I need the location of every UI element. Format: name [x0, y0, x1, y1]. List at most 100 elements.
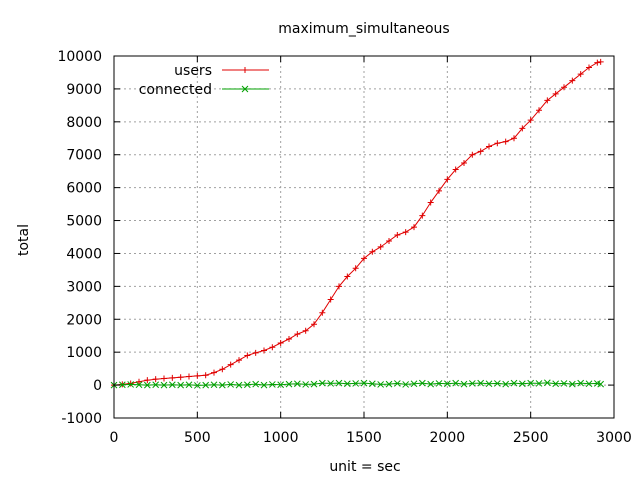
data-point-marker: [577, 71, 584, 78]
data-point-marker: [277, 339, 284, 346]
data-point-marker: [369, 248, 376, 255]
data-point-marker: [486, 143, 492, 150]
series-layer: [110, 58, 605, 389]
y-tick-label: 2000: [66, 312, 102, 328]
series-line: [113, 382, 601, 386]
ticks: [113, 55, 615, 419]
data-point-marker: [152, 376, 159, 383]
data-point-marker: [327, 380, 335, 387]
data-point-marker: [435, 380, 443, 387]
data-point-marker: [410, 380, 418, 388]
data-point-marker: [502, 138, 509, 145]
legend-label: users: [174, 63, 212, 79]
data-point-marker: [177, 381, 185, 389]
data-point-marker: [560, 380, 568, 387]
x-tick-label: 1000: [263, 430, 299, 446]
data-point-marker: [202, 381, 210, 389]
y-tick-label: 10000: [57, 49, 102, 65]
data-point-marker: [269, 344, 276, 351]
series-line: [113, 61, 601, 386]
data-point-marker: [585, 380, 593, 388]
data-point-marker: [252, 349, 259, 356]
data-point-marker: [443, 380, 451, 388]
data-point-marker: [343, 380, 351, 388]
x-tick-label: 500: [184, 430, 211, 446]
data-point-marker: [268, 381, 276, 388]
y-tick-label: 8000: [66, 115, 102, 131]
data-point-marker: [210, 381, 218, 389]
legend: users connected: [139, 63, 269, 98]
data-point-marker: [135, 381, 143, 389]
data-point-marker: [177, 374, 184, 381]
data-point-marker: [527, 379, 535, 387]
data-point-marker: [543, 379, 551, 387]
legend-item: users: [174, 63, 269, 79]
data-point-marker: [368, 380, 376, 388]
data-point-marker: [552, 90, 559, 97]
data-point-marker: [594, 59, 601, 66]
data-point-marker: [310, 380, 318, 388]
data-point-marker: [569, 77, 576, 84]
data-point-marker: [336, 283, 342, 290]
data-point-marker: [518, 380, 526, 388]
data-point-marker: [452, 166, 459, 173]
y-axis-label: total: [16, 224, 32, 256]
data-point-marker: [427, 380, 435, 388]
y-tick-label: -1000: [61, 411, 102, 427]
data-point-marker: [241, 85, 249, 93]
series-users: [111, 58, 604, 389]
data-point-marker: [419, 212, 426, 219]
data-point-marker: [519, 125, 526, 132]
data-point-marker: [510, 379, 518, 387]
grid: [114, 56, 614, 418]
data-point-marker: [311, 321, 317, 328]
data-point-marker: [385, 380, 393, 388]
y-tick-label: 3000: [66, 279, 102, 295]
x-tick-label: 3000: [596, 430, 632, 446]
data-point-marker: [143, 381, 151, 389]
x-tick-label: 0: [110, 430, 119, 446]
data-point-marker: [494, 140, 501, 147]
data-point-marker: [285, 380, 293, 388]
data-point-marker: [577, 379, 585, 387]
x-axis-label: unit = sec: [329, 459, 400, 475]
x-tick-label: 2500: [513, 430, 549, 446]
data-point-marker: [294, 331, 301, 338]
data-point-marker: [194, 372, 201, 379]
data-point-marker: [597, 380, 605, 388]
data-point-marker: [468, 380, 476, 387]
y-tick-label: 1000: [66, 345, 102, 361]
y-tick-label: 4000: [66, 246, 102, 262]
data-point-marker: [493, 380, 501, 387]
data-point-marker: [169, 374, 176, 381]
data-point-marker: [502, 380, 510, 388]
data-point-marker: [460, 380, 468, 388]
data-point-marker: [377, 243, 384, 250]
data-point-marker: [411, 224, 417, 231]
data-point-marker: [536, 107, 542, 114]
tick-labels: 0 500 1000 1500 2000 2500 3000 -1000 0 1000 2000 30…: [57, 49, 631, 446]
data-point-marker: [335, 379, 343, 387]
data-point-marker: [586, 64, 592, 71]
data-point-marker: [352, 265, 359, 272]
y-tick-label: 9000: [66, 82, 102, 98]
data-point-marker: [477, 379, 485, 387]
data-point-marker: [469, 151, 476, 158]
data-point-marker: [568, 380, 576, 388]
data-point-marker: [136, 378, 142, 385]
data-point-marker: [227, 381, 235, 388]
data-point-marker: [144, 377, 151, 384]
data-point-marker: [211, 369, 217, 376]
data-point-marker: [127, 381, 135, 388]
legend-label: connected: [139, 82, 212, 98]
data-point-marker: [394, 232, 401, 239]
data-point-marker: [402, 229, 409, 236]
data-point-marker: [244, 352, 251, 359]
data-point-marker: [185, 381, 193, 389]
x-tick-label: 2000: [430, 430, 466, 446]
chart-title: maximum_simultaneous: [278, 21, 449, 37]
data-point-marker: [360, 379, 368, 387]
data-point-marker: [386, 237, 392, 244]
data-point-marker: [444, 176, 451, 183]
